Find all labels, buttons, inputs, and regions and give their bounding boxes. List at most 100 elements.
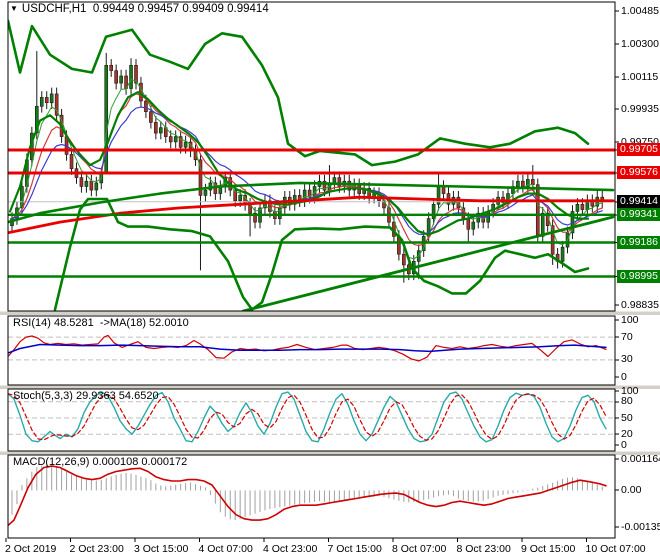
candle-bull xyxy=(526,179,530,187)
time-axis-label[interactable]: 4 Oct 07:00 xyxy=(198,543,253,555)
candle-bull xyxy=(129,65,133,89)
symbol-ohlc-line: ▼ USDCHF,H1 0.99449 0.99457 0.99409 0.99… xyxy=(10,3,269,16)
time-axis-label[interactable]: 9 Oct 15:00 xyxy=(521,543,576,555)
price-axis-label: 0.98835 xyxy=(621,298,659,311)
candle-bear xyxy=(44,97,49,104)
candle-bear xyxy=(253,212,257,223)
candle-bull xyxy=(49,93,54,104)
macd-label: MACD(12,26,9) 0.000108 0.000172 xyxy=(13,456,188,468)
candle-bear xyxy=(89,180,94,191)
time-axis-label[interactable]: 2 Oct 23:00 xyxy=(69,543,124,555)
candle-bear xyxy=(144,100,148,112)
candle-bear xyxy=(134,65,138,84)
rsi-scale-label: 70 xyxy=(621,330,633,343)
stoch-scale-label: 20 xyxy=(621,427,633,440)
candle-bull xyxy=(471,221,476,230)
candle-bear xyxy=(550,225,555,255)
symbol-dropdown-icon[interactable]: ▼ xyxy=(10,4,18,13)
candle-bear xyxy=(233,189,237,202)
price-axis-label: 1.00485 xyxy=(621,5,659,17)
candle-bull xyxy=(159,127,163,134)
stoch-scale-label: 80 xyxy=(621,395,633,408)
macd-signal-line xyxy=(8,465,607,527)
candle-bear xyxy=(466,218,471,230)
candle-bear xyxy=(168,136,173,143)
candle-bull xyxy=(203,189,208,196)
panel-border xyxy=(7,315,616,386)
bollinger-middle xyxy=(8,90,590,236)
candle-bear xyxy=(114,70,118,84)
ma-long-green xyxy=(8,181,615,224)
candle-bear xyxy=(337,177,342,187)
symbol-text: USDCHF,H1 0.99449 0.99457 0.99409 0.9941… xyxy=(21,3,269,15)
candle-bear xyxy=(69,154,74,169)
price-level-badge: 0.99705 xyxy=(617,143,660,157)
current-price-badge: 0.99414 xyxy=(617,195,660,209)
stoch-scale-label: 100 xyxy=(621,384,639,397)
candle-bear xyxy=(109,65,113,71)
time-axis-label[interactable]: 10 Oct 07:00 xyxy=(585,543,646,555)
rsi-ma-line xyxy=(8,343,607,354)
ma-long-red xyxy=(8,195,615,235)
panel-splitter[interactable] xyxy=(0,451,660,456)
price-level-badge: 0.99186 xyxy=(617,235,660,249)
rsi-scale-label: 100 xyxy=(621,313,639,326)
candle-bear xyxy=(154,122,158,134)
candle-bear xyxy=(402,253,406,266)
macd-scale-label: -0.001359 xyxy=(621,520,660,533)
macd-scale-label: 0.00 xyxy=(621,483,642,496)
macd-scale-label: 0.001164 xyxy=(621,452,660,465)
candle-bull xyxy=(431,204,436,219)
price-axis-label: 0.99935 xyxy=(621,102,659,115)
candle-bear xyxy=(268,200,272,212)
rsi-scale-label: 30 xyxy=(621,353,633,366)
stoch-d-line xyxy=(8,393,607,441)
stoch-label: Stoch(5,3,3) 29.9363 54.6520 xyxy=(13,390,159,402)
time-axis-label[interactable]: 7 Oct 15:00 xyxy=(327,543,382,555)
panel-splitter[interactable] xyxy=(0,385,660,390)
price-axis-label: 1.00115 xyxy=(621,70,659,83)
bollinger-lower xyxy=(53,197,590,311)
candle-bull xyxy=(94,182,99,191)
candle-bull xyxy=(119,75,123,84)
price-level-badge: 0.99576 xyxy=(617,166,660,180)
price-axis-label: 1.00300 xyxy=(621,37,659,50)
candle-bull xyxy=(34,106,39,134)
panel-border xyxy=(7,388,616,452)
candle-bull xyxy=(173,136,178,143)
rsi-line xyxy=(8,334,607,362)
time-axis-label[interactable]: 8 Oct 23:00 xyxy=(456,543,511,555)
candle-bear xyxy=(521,180,525,187)
candle-bull xyxy=(540,212,545,237)
rsi-label: RSI(14) 48.5281 ->MA(18) 52.0010 xyxy=(13,317,189,329)
candle-bear xyxy=(178,136,183,148)
panel-border xyxy=(7,454,616,539)
candle-bear xyxy=(54,93,59,116)
stoch-scale-label: 0 xyxy=(621,438,627,451)
price-level-badge: 0.99341 xyxy=(617,208,660,222)
candle-bear xyxy=(139,82,143,102)
candle-bull xyxy=(516,180,520,187)
candle-bear xyxy=(149,111,153,123)
time-axis-label[interactable]: 3 Oct 15:00 xyxy=(134,543,189,555)
candle-bear xyxy=(79,177,84,187)
time-axis-label[interactable]: 4 Oct 23:00 xyxy=(263,543,318,555)
candle-bear xyxy=(322,180,327,191)
candle-bear xyxy=(580,204,585,210)
candle-bear xyxy=(441,186,446,194)
time-axis-label[interactable]: 2 Oct 2019 xyxy=(5,543,57,555)
panel-border xyxy=(7,1,616,312)
candle-bull xyxy=(332,177,337,184)
panel-splitter[interactable] xyxy=(0,311,660,316)
candle-bear xyxy=(530,179,535,185)
trendline-support xyxy=(241,215,615,311)
candle-bull xyxy=(560,246,565,262)
time-axis-label[interactable]: 8 Oct 07:00 xyxy=(392,543,447,555)
candle-bull xyxy=(183,141,188,148)
candle-bull xyxy=(84,180,89,187)
ma-fast-red xyxy=(11,93,603,247)
candle-bull xyxy=(238,195,242,201)
ma-fast-blue xyxy=(11,106,603,236)
